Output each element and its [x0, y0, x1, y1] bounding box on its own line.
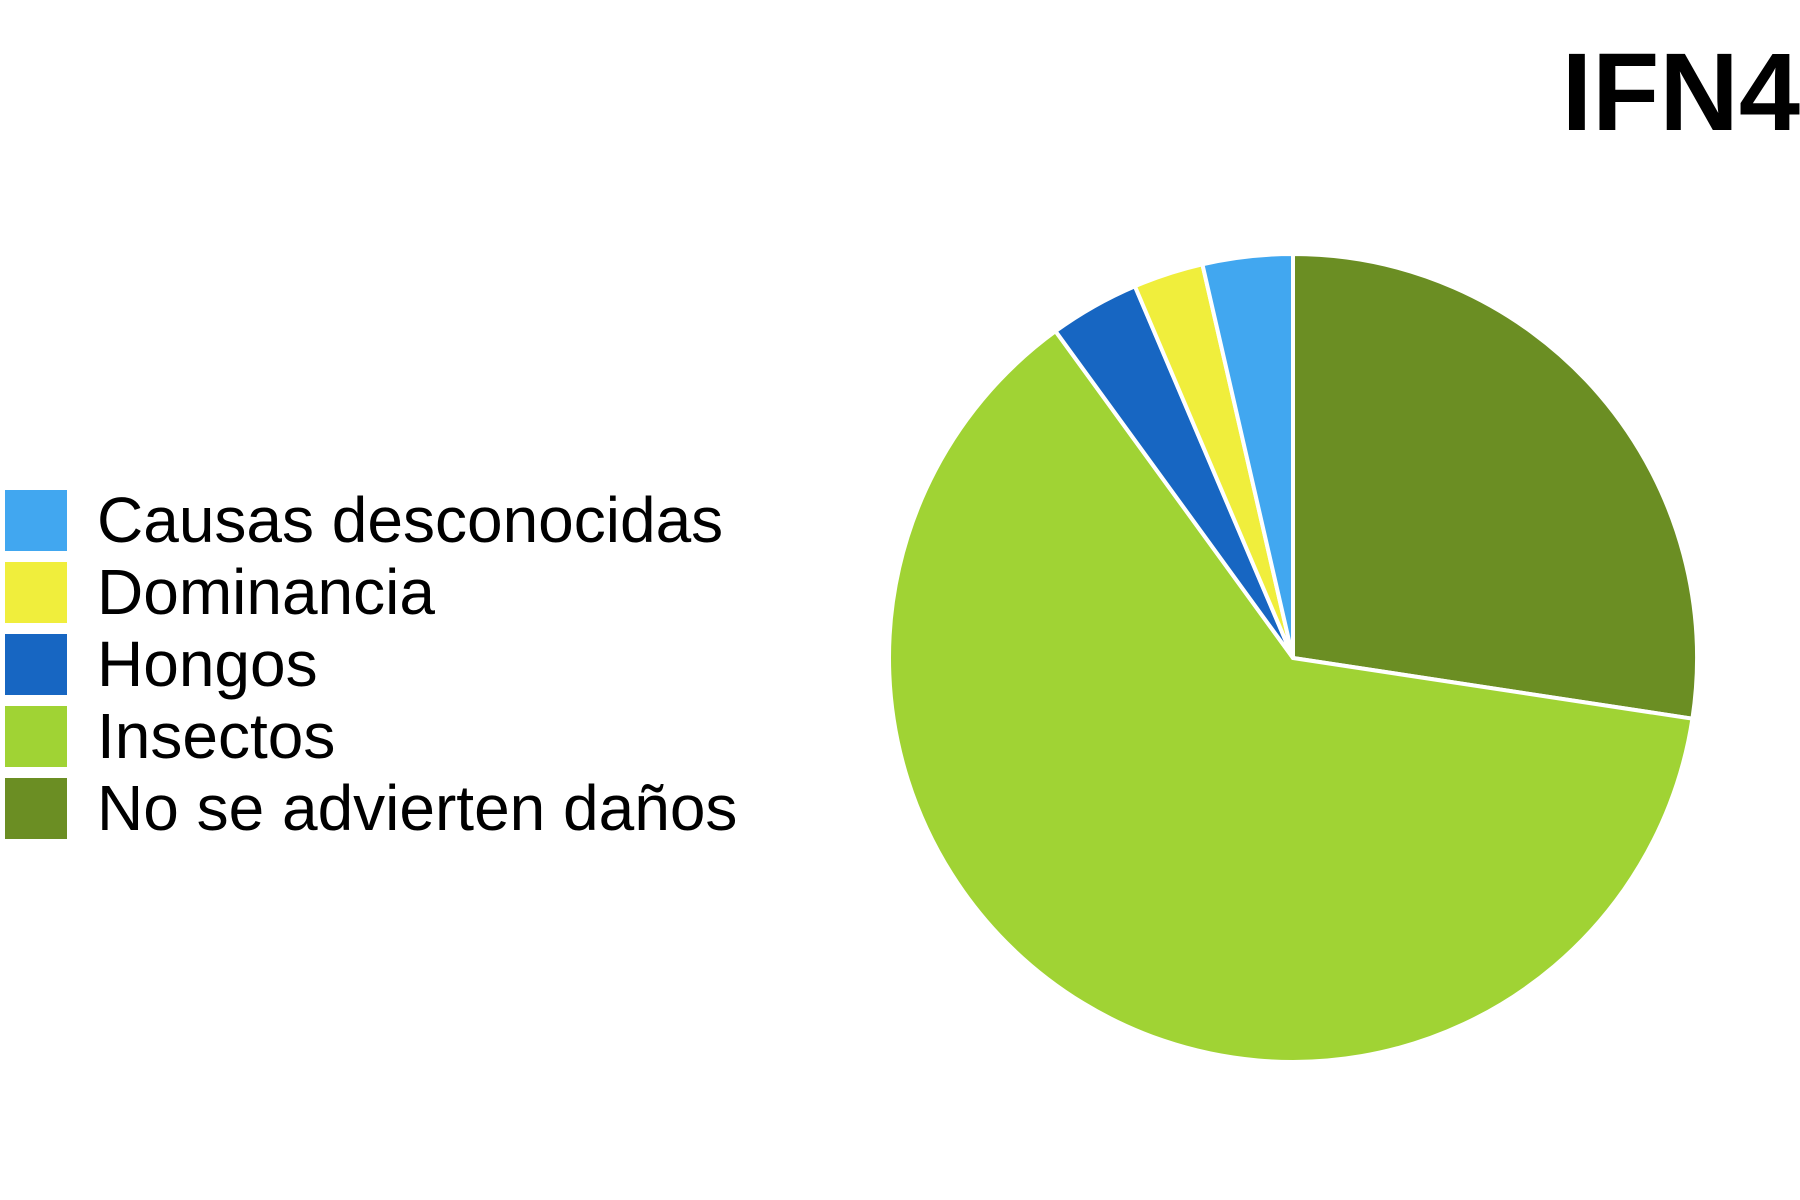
legend-label: Causas desconocidas [97, 484, 724, 556]
pie-slice-no-se-advierten-danos [1291, 252, 1699, 721]
legend: Causas desconocidas Dominancia Hongos Insec… [5, 484, 737, 844]
legend-swatch [5, 705, 67, 767]
legend-label: No se advierten daños [97, 772, 738, 844]
legend-item-no-se-advierten-danos: No se advierten daños [5, 772, 737, 844]
legend-swatch [5, 633, 67, 695]
legend-item-hongos: Hongos [5, 628, 737, 700]
legend-label: Insectos [97, 700, 336, 772]
chart-title: IFN4 [1561, 31, 1800, 154]
pie-slice-causas-desconocidas [1200, 252, 1295, 660]
legend-label: Dominancia [97, 556, 435, 628]
legend-item-insectos: Insectos [5, 700, 737, 772]
legend-swatch [5, 489, 67, 551]
pie-slice-insectos [887, 329, 1695, 1064]
legend-item-causas-desconocidas: Causas desconocidas [5, 484, 737, 556]
legend-swatch [5, 777, 67, 839]
legend-label: Hongos [97, 628, 318, 700]
legend-item-dominancia: Dominancia [5, 556, 737, 628]
legend-swatch [5, 561, 67, 623]
